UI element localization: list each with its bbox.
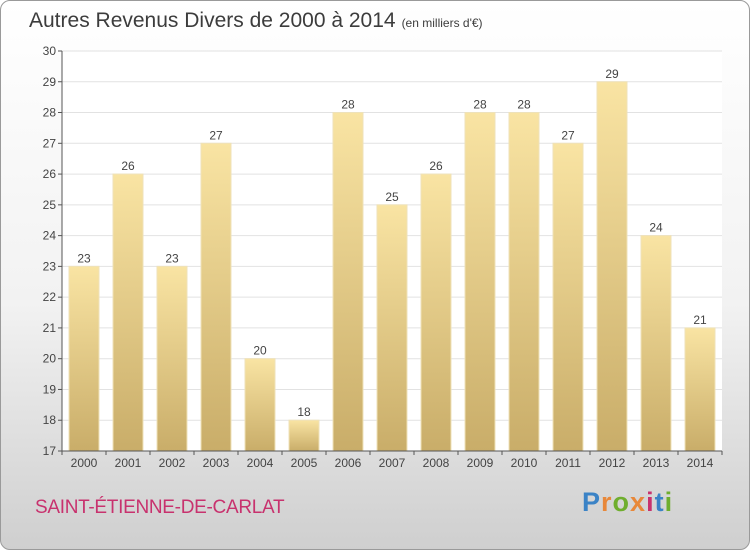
bar-value-label: 28 (473, 98, 487, 112)
bar (684, 327, 716, 452)
y-tick-label: 24 (43, 229, 57, 243)
x-tick-label: 2010 (511, 456, 538, 470)
proxiti-logo: Proxiti (582, 487, 673, 518)
bar-value-label: 28 (341, 98, 355, 112)
bar (508, 112, 540, 452)
y-tick-label: 30 (43, 44, 57, 58)
bar (332, 112, 364, 452)
y-tick-label: 19 (43, 382, 57, 396)
proxiti-logo-letter: r (601, 487, 613, 517)
bar (420, 173, 452, 452)
x-tick-label: 2014 (687, 456, 714, 470)
x-tick-label: 2004 (247, 456, 274, 470)
bar (596, 81, 628, 452)
x-tick-label: 2009 (467, 456, 494, 470)
x-tick-label: 2012 (599, 456, 626, 470)
y-tick-label: 21 (43, 321, 57, 335)
bar (156, 265, 188, 452)
bar-value-label: 23 (77, 251, 91, 265)
x-axis: 2000 2001 2002 2003 2004 2005 2006 2007 2008 2009… (61, 450, 723, 470)
chart-unit: (en milliers d'€) (401, 16, 483, 30)
y-tick-label: 29 (43, 75, 57, 89)
y-tick-label: 26 (43, 167, 57, 181)
bar (112, 173, 144, 452)
x-tick-label: 2007 (379, 456, 406, 470)
bar (464, 112, 496, 452)
bar-value-label: 23 (165, 251, 179, 265)
bar (244, 358, 276, 452)
bar-value-label: 26 (121, 159, 135, 173)
x-tick-label: 2011 (555, 456, 581, 470)
x-tick-label: 2013 (643, 456, 670, 470)
bar-value-label: 24 (649, 221, 663, 235)
bar (552, 142, 584, 452)
y-tick-label: 18 (43, 413, 57, 427)
y-tick-label: 17 (43, 444, 57, 458)
proxiti-logo-letter: t (654, 487, 665, 517)
bar-value-label: 21 (693, 313, 707, 327)
x-tick-label: 2001 (115, 456, 142, 470)
chart-title: Autres Revenus Divers de 2000 à 2014 (29, 9, 396, 32)
bar (200, 142, 232, 452)
y-tick-label: 20 (43, 352, 57, 366)
bar-value-label: 18 (297, 405, 311, 419)
bar-value-label: 27 (561, 128, 575, 142)
y-tick-label: 27 (43, 136, 57, 150)
bars: 23 26 23 27 20 18 28 25 26 28 28 27 29 24 21 (68, 67, 716, 452)
proxiti-logo-letter: x (630, 487, 647, 517)
bar-value-label: 29 (605, 67, 619, 81)
y-axis: 17 18 19 20 21 22 23 24 25 26 27 28 29 30 (43, 44, 63, 458)
y-tick-label: 25 (43, 198, 57, 212)
x-tick-label: 2003 (203, 456, 230, 470)
y-tick-label: 22 (43, 290, 57, 304)
proxiti-logo-letter: i (646, 487, 655, 517)
chart-title-block: Autres Revenus Divers de 2000 à 2014 (en … (29, 9, 483, 33)
x-tick-label: 2006 (335, 456, 362, 470)
proxiti-logo-letter: P (582, 487, 602, 517)
bar-value-label: 25 (385, 190, 399, 204)
bar (288, 419, 320, 452)
bar-value-label: 26 (429, 159, 443, 173)
bar-value-label: 28 (517, 98, 531, 112)
y-tick-label: 28 (43, 106, 57, 120)
bar-value-label: 27 (209, 128, 223, 142)
proxiti-logo-letter: i (664, 487, 674, 517)
x-tick-label: 2008 (423, 456, 450, 470)
bar (68, 265, 100, 452)
x-tick-label: 2005 (291, 456, 318, 470)
bar-value-label: 20 (253, 344, 267, 358)
commune-name: SAINT-ÉTIENNE-DE-CARLAT (35, 497, 285, 518)
y-tick-label: 23 (43, 259, 57, 273)
x-tick-label: 2002 (159, 456, 186, 470)
bar (376, 204, 408, 452)
x-tick-label: 2000 (71, 456, 98, 470)
bar (640, 235, 672, 452)
proxiti-logo-letter: o (612, 487, 631, 517)
